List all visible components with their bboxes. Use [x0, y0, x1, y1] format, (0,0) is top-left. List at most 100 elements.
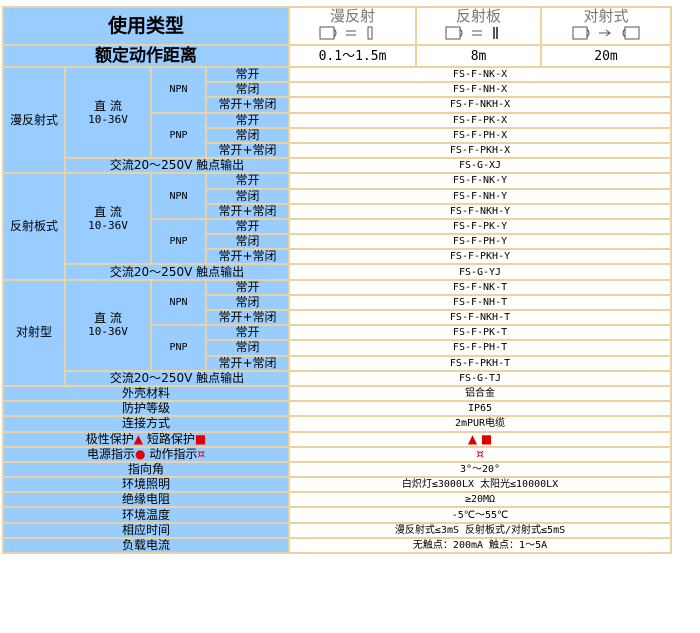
table-row: 常开+常闭 FS-F-NKH-T [3, 308, 673, 327]
spec-label: 环境温度 [1, 506, 291, 524]
spec-row: 极性保护▲ 短路保护■ ▲ ■ [1, 430, 673, 448]
table-row: PNP 常开 FS-F-PK-Y [3, 217, 673, 266]
spec-value: ▲ ■ [288, 430, 673, 448]
marker-value: ¤ [476, 446, 484, 461]
spec-label-1: 电源指示 [87, 446, 136, 461]
spec-label-1: 极性保护 [85, 431, 134, 446]
spec-value: 无触点：200mA 触点：1～5A [288, 536, 673, 555]
model-number: FS-F-NKH-X [288, 96, 673, 114]
model-number: FS-F-NH-T [288, 293, 673, 312]
mode-header-reflector: 反射板 [415, 6, 543, 46]
output-type: 常闭 [204, 293, 291, 312]
table-row: PNP 常开 FS-F-PK-X [3, 111, 673, 160]
ac-label: 交流20～250V 触点输出 [63, 263, 291, 281]
pnp-label: PNP [150, 111, 207, 160]
spec-label: 防护等级 [1, 400, 291, 418]
table-row: 常开+常闭 FS-F-NKH-X [3, 96, 673, 114]
spec-value: 漫反射式≤3mS 反射板式/对射式≤5mS [288, 521, 673, 539]
spec-label: 相应时间 [1, 521, 291, 539]
model-number: FS-F-NH-Y [288, 187, 673, 205]
ac-model-number: FS-G-TJ [288, 369, 673, 387]
reflector-sensor-icon [445, 26, 498, 40]
model-number: FS-F-PK-Y [288, 217, 673, 236]
output-type: 常闭 [204, 339, 291, 357]
dc-voltage: 10-36V [88, 325, 128, 339]
marker-icon: ¤ [197, 446, 205, 461]
distance-reflector: 8m [415, 44, 543, 68]
output-type: 常闭 [204, 81, 291, 99]
marker-icon: ● [135, 446, 146, 461]
npn-label: NPN [150, 172, 207, 220]
spec-label: 连接方式 [1, 415, 291, 433]
model-number: FS-F-PKH-T [288, 354, 673, 372]
model-number: FS-F-NKH-Y [288, 202, 673, 220]
table-row: 对射型直 流 10-36V NPN 常开 FS-F-NK-T [2, 278, 673, 387]
output-type: 常开+常闭 [204, 202, 291, 220]
type-header: 使用类型 [1, 6, 291, 46]
group-label: 漫反射式 [2, 65, 66, 175]
group-label: 反射板式 [2, 172, 66, 281]
npn-label: NPN [150, 278, 207, 327]
table-row: 交流20～250V 触点输出 FS-G-YJ [3, 263, 673, 281]
dc-label: 直 流 10-36V [64, 278, 152, 372]
output-type: 常开 [204, 324, 291, 342]
spec-value: 白炽灯≤3000LX 太阳光≤10000LX [288, 476, 673, 494]
spec-value: ≥20MΩ [288, 491, 673, 509]
model-number: FS-F-NK-T [288, 278, 673, 296]
dc-text: 直 流 [94, 204, 122, 219]
mode-header-diffuse: 漫反射 [288, 6, 418, 46]
header-row-type: 使用类型 漫反射 反射板 对射式 [1, 6, 673, 46]
spec-label: 环境照明 [1, 476, 291, 494]
dc-voltage: 10-36V [88, 218, 128, 232]
output-type: 常开+常闭 [204, 248, 291, 266]
group-label: 对射型 [2, 278, 66, 387]
table-row: 反射板式直 流 10-36V NPN 常开 FS-F-NK-Y [2, 172, 673, 281]
model-number: FS-F-PH-Y [288, 233, 673, 251]
dc-label: 直 流 10-36V [64, 65, 152, 160]
table-row: 常闭 FS-F-NH-X [3, 81, 673, 99]
table-row: 常开+常闭 FS-F-PKH-T [3, 354, 673, 372]
distance-through-beam: 20m [540, 44, 673, 68]
table-row: 常开+常闭 FS-F-PKH-X [3, 141, 673, 160]
output-type: 常开+常闭 [204, 141, 291, 160]
model-number: FS-F-NKH-T [288, 308, 673, 327]
marker-icon: ▲ [133, 431, 144, 446]
spec-label: 绝缘电阻 [1, 491, 291, 509]
model-number: FS-F-PH-T [288, 339, 673, 357]
pnp-label: PNP [150, 324, 207, 372]
output-type: 常开 [204, 217, 291, 236]
spec-value: IP65 [288, 400, 673, 418]
table-row: 交流20～250V 触点输出 FS-G-TJ [3, 369, 673, 387]
table-row: 常闭 FS-F-NH-Y [3, 187, 673, 205]
model-number: FS-F-PH-X [288, 126, 673, 144]
spec-value: -5℃～55℃ [288, 506, 673, 524]
spec-row: 防护等级 IP65 [1, 400, 673, 418]
distance-diffuse: 0.1～1.5m [288, 44, 418, 68]
spec-row: 环境照明 白炽灯≤3000LX 太阳光≤10000LX [1, 476, 673, 494]
table-row: 常闭 FS-F-NH-T [3, 293, 673, 312]
spec-row: 电源指示● 动作指示¤ ¤ [1, 445, 673, 463]
ac-model-number: FS-G-YJ [288, 263, 673, 281]
spec-row: 负载电流 无触点：200mA 触点：1～5A [1, 536, 673, 555]
spec-value: 3°～20° [288, 460, 673, 479]
model-number: FS-F-PK-T [288, 324, 673, 342]
table-row: 常闭 FS-F-PH-Y [3, 233, 673, 251]
mode-header-through-beam: 对射式 [540, 6, 673, 46]
ac-label: 交流20～250V 触点输出 [63, 157, 291, 175]
dc-label: 直 流 10-36V [64, 172, 152, 266]
model-number: FS-F-NK-X [288, 65, 673, 84]
model-number: FS-F-NH-X [288, 81, 673, 99]
marker-value: ▲ ■ [467, 431, 493, 446]
dc-text: 直 流 [94, 311, 122, 326]
model-number: FS-F-PKH-Y [288, 248, 673, 266]
table-row: 常闭 FS-F-PH-T [3, 339, 673, 357]
output-type: 常开 [204, 65, 291, 84]
output-type: 常闭 [204, 187, 291, 205]
spec-table: 使用类型 漫反射 反射板 对射式 额定动作距离 0.1～1.5m 8m 20m … [1, 6, 673, 555]
spec-row: 指向角 3°～20° [1, 460, 673, 479]
table-row: 漫反射式直 流 10-36V NPN 常开 FS-F-NK-X [2, 65, 673, 175]
spec-value: 2mPUR电缆 [288, 415, 673, 433]
ac-model-number: FS-G-XJ [288, 157, 673, 175]
marker-icon: ■ [194, 431, 207, 446]
table-row: 常闭 FS-F-PH-X [3, 126, 673, 144]
